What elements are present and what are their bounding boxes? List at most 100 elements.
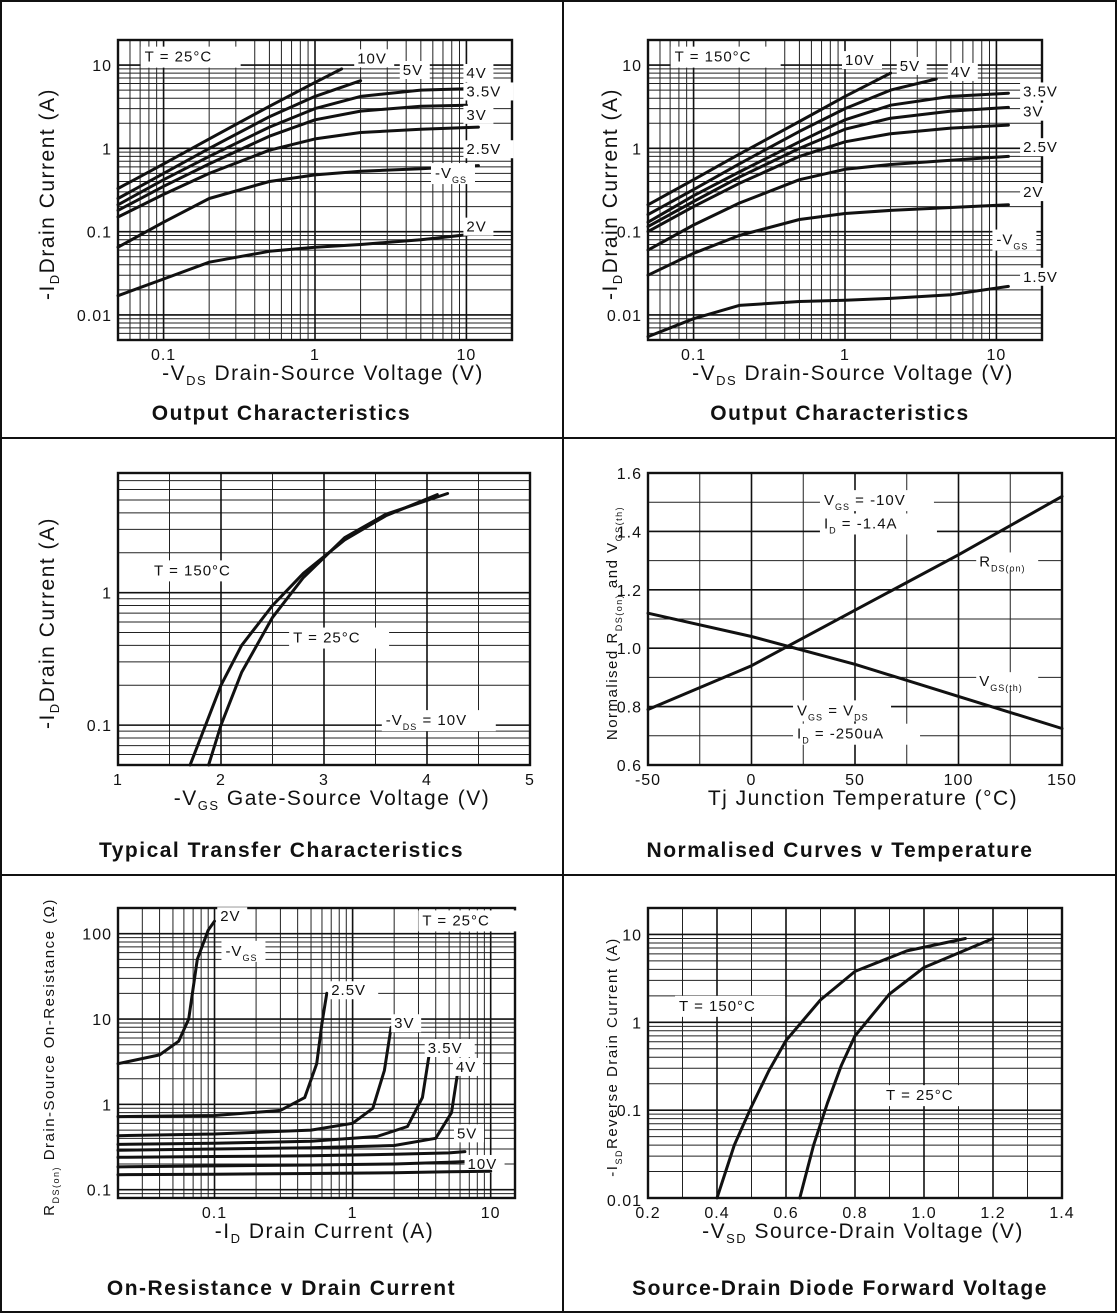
annotation: T = 25°C (886, 1087, 954, 1104)
x-axis-label: -ID Drain Current (A) (215, 1220, 434, 1246)
series-line-3 (118, 1027, 391, 1135)
series-label: 3.5V (466, 83, 501, 100)
text-part: -V (386, 712, 403, 729)
series-label: 3V (466, 107, 486, 124)
x-axis-label: -VSD Source-Drain Voltage (V) (702, 1220, 1024, 1246)
series-label: 3.5V (428, 1040, 463, 1057)
series-line-1 (118, 921, 215, 1063)
y-tick-label: 10 (622, 58, 642, 75)
text-part: 2V (1023, 184, 1043, 201)
subscript: GS (1013, 242, 1028, 252)
x-tick-label: 5 (525, 772, 535, 789)
y-tick-label: 100 (82, 927, 112, 944)
y-tick-label: 1 (632, 1015, 642, 1032)
y-tick-label: 10 (92, 58, 112, 75)
y-tick-label: 0.01 (77, 308, 112, 325)
text-part: T = 150°C (675, 49, 752, 66)
text-part: 3V (466, 107, 486, 124)
y-tick-label: 0.1 (87, 225, 112, 242)
text-part: = 10V (417, 712, 467, 729)
subscript: DS (716, 373, 737, 388)
text-part: Drain-Source Voltage (V) (737, 362, 1014, 385)
text-part: T = 25°C (886, 1087, 954, 1104)
text-part: -I (215, 1220, 231, 1243)
series-line-5 (118, 127, 478, 217)
chart-title: Output Characteristics (152, 402, 411, 425)
subscript: D (802, 736, 810, 746)
text-part: -I (599, 284, 622, 300)
chart-panel-5: 0.1 1 100.11101002V2.5V3V3.5V4V5V10VT = 25… (41, 898, 518, 1300)
series-label: 5V (457, 1125, 477, 1142)
text-part: -I (604, 1165, 621, 1177)
y-tick-label: 1 (102, 586, 112, 603)
text-part: 10V (845, 52, 875, 69)
y-tick-label: 0.01 (607, 308, 642, 325)
text-part: 2V (220, 908, 240, 925)
subscript: DS (854, 712, 869, 722)
series-line-6 (118, 1152, 465, 1158)
text-part: 3V (394, 1015, 414, 1032)
text-part: 3.5V (466, 83, 501, 100)
chart-panel-3: 1 2 3 4 50.11T = 150°CT = 25°C-VDS = 10V-VGS… (36, 473, 535, 862)
text-part: 1.5V (1023, 269, 1058, 286)
subscript: DS(on) (614, 594, 624, 632)
series-line-2 (118, 993, 327, 1116)
annotation: -VDS = 10V (386, 712, 467, 732)
text-part: T = 25°C (293, 630, 361, 647)
subscript: GS (242, 953, 257, 963)
text-part: 4V (951, 64, 971, 81)
text-part: = -1.4A (837, 515, 898, 532)
annotation: T = 25°C (145, 49, 213, 66)
text-part: T = 25°C (145, 49, 213, 66)
text-part: Drain Current (A) (599, 88, 622, 273)
text-part: Drain Current (A) (36, 88, 59, 273)
series-label: 3V (394, 1015, 414, 1032)
series-label: 2V (1023, 184, 1043, 201)
subscript: DS(on) (991, 563, 1026, 573)
subscript: GS (835, 502, 850, 512)
text-part: V (797, 702, 808, 719)
text-part: Gate-Source Voltage (V) (220, 787, 491, 810)
y-tick-label: 0.1 (87, 718, 112, 735)
x-tick-label: 1 (113, 772, 123, 789)
x-tick-label: 150 (1047, 772, 1077, 789)
series-line-8 (648, 286, 1008, 336)
text-part: -V (692, 362, 716, 385)
subscript: GS(th) (990, 683, 1023, 693)
annotation: T = 25°C (422, 912, 490, 929)
subscript: GS(th) (614, 506, 624, 542)
text-part: R (41, 1203, 58, 1215)
annotation: ID = -250uA (797, 726, 884, 746)
chart-panel-4: -50 0 50 100 1500.60.81.01.21.41.6RDS(on)VGS… (604, 466, 1077, 862)
series-line-8 (118, 1171, 491, 1175)
y-axis-label: RDS(on) Drain-Source On-Resistance (Ω) (41, 898, 61, 1216)
text-part: and V (604, 541, 621, 593)
chart-title: Output Characteristics (710, 402, 969, 425)
text-part: = -250uA (810, 726, 884, 743)
series-label: 3V (1023, 104, 1043, 121)
series-label: 5V (900, 58, 920, 75)
subscript: DS (403, 722, 418, 732)
subscript: DS(on) (51, 1166, 61, 1204)
text-part: Drain Current (A) (242, 1220, 435, 1243)
text-part: 3V (1023, 104, 1043, 121)
series-line-4 (118, 105, 466, 210)
text-part: -V (435, 165, 452, 182)
subscript: D (47, 702, 62, 713)
subscript: SD (726, 1231, 747, 1246)
y-axis-label: -IDDrain Current (A) (36, 517, 62, 729)
x-axis-label: -VDS Drain-Source Voltage (V) (692, 362, 1014, 388)
text-part: -I (36, 713, 59, 729)
y-axis-label: -ISDReverse Drain Current (A) (604, 937, 624, 1176)
chart-title: Source-Drain Diode Forward Voltage (632, 1277, 1048, 1300)
text-part: Tj Junction Temperature (°C) (708, 787, 1018, 810)
subscript: D (610, 273, 625, 284)
text-part: -V (174, 787, 198, 810)
text-part: 2.5V (331, 982, 366, 999)
series-label: 2.5V (1023, 139, 1058, 156)
text-part: -V (996, 232, 1013, 249)
series-label: 2.5V (331, 982, 366, 999)
series-label: 2V (466, 219, 486, 236)
text-part: 2V (466, 219, 486, 236)
